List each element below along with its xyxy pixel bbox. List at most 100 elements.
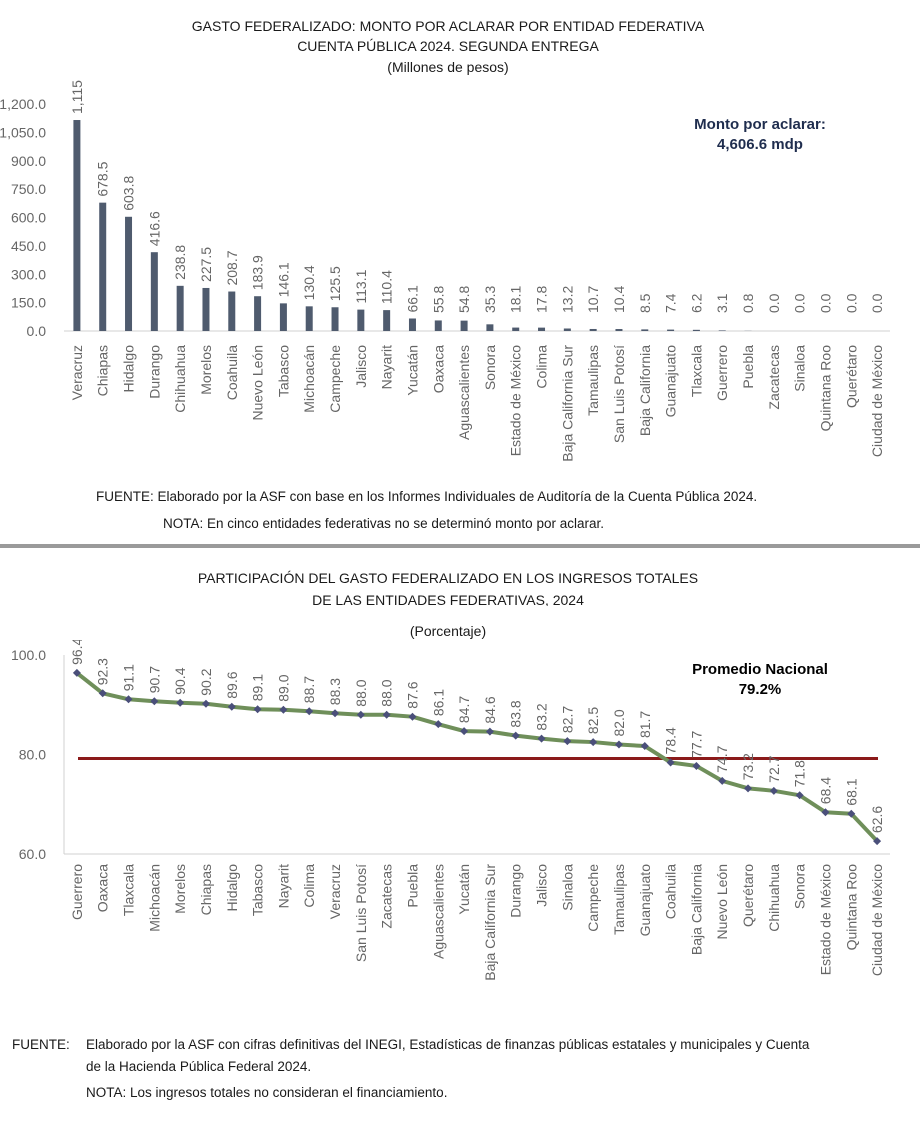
- bar: [563, 328, 571, 331]
- line-data-label: 86.1: [430, 689, 446, 716]
- line-chart-source-line2: de la Hacienda Pública Federal 2024.: [86, 1059, 312, 1074]
- line-category-label: Yucatán: [456, 864, 472, 915]
- line-chart-title: PARTICIPACIÓN DEL GASTO FEDERALIZADO EN …: [197, 570, 699, 586]
- line-data-label: 78.4: [663, 727, 679, 754]
- bar: [254, 296, 262, 331]
- bar-y-tick-label: 450.0: [11, 238, 46, 254]
- bar-data-label: 10.4: [611, 286, 627, 313]
- line-data-label: 90.2: [198, 668, 214, 695]
- line-chart: 60.0 80.0 100.0 96.4 92.3 91.1 90.7 90.4 90.2 89…: [11, 640, 890, 981]
- line-category-label: Coahuila: [663, 864, 679, 919]
- bar: [228, 291, 236, 331]
- line-data-label: 91.1: [121, 664, 137, 691]
- line-marker: [176, 698, 185, 707]
- bar-y-tick-label: 150.0: [11, 295, 46, 311]
- line-marker: [692, 761, 701, 770]
- bar-category-label: Hidalgo: [121, 345, 137, 393]
- line-category-label: Aguascalientes: [430, 864, 446, 959]
- line-category-label: Campeche: [585, 864, 601, 932]
- line-marker: [434, 720, 443, 729]
- line-marker: [769, 786, 778, 795]
- bar-category-label: Baja California: [637, 345, 653, 436]
- bar-data-label: 678.5: [95, 161, 111, 196]
- bar: [357, 309, 365, 331]
- bar-data-label: 7.4: [663, 293, 679, 313]
- bar: [692, 329, 700, 331]
- bar-category-label: Sonora: [482, 345, 498, 390]
- bar: [176, 285, 184, 331]
- bar-data-label: 113.1: [353, 269, 369, 303]
- bar-category-label: Tamaulipas: [585, 345, 601, 416]
- bar-data-label: 130.4: [301, 265, 317, 300]
- bar-category-label: Baja California Sur: [559, 345, 575, 462]
- series-line: [75, 671, 879, 843]
- line-data-label: 90.4: [172, 667, 188, 694]
- bar-data-label: 238.8: [172, 245, 188, 280]
- line-data-label: 89.6: [224, 671, 240, 698]
- bar-category-label: Morelos: [198, 345, 214, 395]
- bar-data-label: 8.5: [637, 293, 653, 313]
- line-chart-source-line1: Elaborado por la ASF con cifras definiti…: [86, 1037, 810, 1052]
- bar: [486, 324, 494, 331]
- line-data-label: 89.1: [250, 674, 266, 701]
- bar: [512, 327, 520, 331]
- line-category-label: Tlaxcala: [121, 864, 137, 916]
- line-marker: [460, 727, 469, 736]
- line-category-label: Puebla: [404, 864, 420, 908]
- line-category-label: Morelos: [172, 864, 188, 914]
- line-category-label: Oaxaca: [95, 864, 111, 912]
- line-data-label: 89.0: [275, 674, 291, 701]
- line-data-label: 88.0: [379, 679, 395, 706]
- line-y-tick-label: 100.0: [11, 647, 46, 663]
- line-data-label: 88.3: [327, 678, 343, 705]
- line-annotation-label: Promedio Nacional: [692, 661, 828, 678]
- line-marker: [72, 668, 81, 677]
- line-category-label: San Luis Potosí: [353, 864, 369, 962]
- line-marker: [408, 712, 417, 721]
- bar-y-tick-label: 1,050.0: [0, 124, 46, 140]
- bar-data-label: 1,115.3: [69, 80, 85, 114]
- line-y-tick-label: 80.0: [19, 747, 46, 763]
- bar-data-label: 0.0: [766, 293, 782, 313]
- line-data-label: 73.2: [740, 753, 756, 780]
- bar: [150, 252, 158, 331]
- bar-category-label: Durango: [146, 345, 162, 399]
- line-data-label: 84.6: [482, 696, 498, 723]
- bar-category-label: Aguascalientes: [456, 345, 472, 440]
- line-category-label: Guanajuato: [637, 864, 653, 937]
- line-data-label: 96.4: [69, 640, 85, 665]
- line-category-label: Zacatecas: [379, 864, 395, 929]
- bar-category-label: Puebla: [740, 345, 756, 389]
- bar-data-label: 183.9: [250, 255, 266, 290]
- bar-category-label: Querétaro: [843, 345, 859, 408]
- line-category-label: Nuevo León: [714, 864, 730, 940]
- bar-category-label: Nuevo León: [250, 345, 266, 421]
- line-data-label: 87.6: [404, 681, 420, 708]
- bar-data-label: 54.8: [456, 286, 472, 313]
- line-marker: [382, 710, 391, 719]
- line-category-label: Chihuahua: [766, 864, 782, 932]
- line-data-label: 68.4: [817, 777, 833, 804]
- line-data-label: 84.7: [456, 696, 472, 723]
- bar-data-label: 0.0: [869, 293, 885, 313]
- line-category-label: Ciudad de México: [869, 864, 885, 976]
- line-data-label: 88.7: [301, 676, 317, 703]
- bar-data-label: 125.5: [327, 266, 343, 301]
- line-marker: [305, 707, 314, 716]
- bar-category-label: Jalisco: [353, 345, 369, 388]
- line-data-label: 83.2: [534, 703, 550, 730]
- line-annotation-value: 79.2%: [738, 681, 782, 698]
- bar-category-label: Estado de México: [508, 345, 524, 456]
- line-marker: [485, 727, 494, 736]
- bar-category-label: Ciudad de México: [869, 345, 885, 457]
- bar: [434, 320, 442, 331]
- bar-data-label: 146.1: [275, 262, 291, 297]
- line-marker: [718, 776, 727, 785]
- bar-data-label: 13.2: [559, 286, 575, 313]
- bar-data-label: 0.0: [792, 293, 808, 313]
- bar: [538, 327, 546, 331]
- line-marker: [124, 695, 133, 704]
- line-data-label: 71.8: [792, 760, 808, 787]
- line-data-label: 82.0: [611, 709, 627, 736]
- line-category-label: Sinaloa: [559, 864, 575, 911]
